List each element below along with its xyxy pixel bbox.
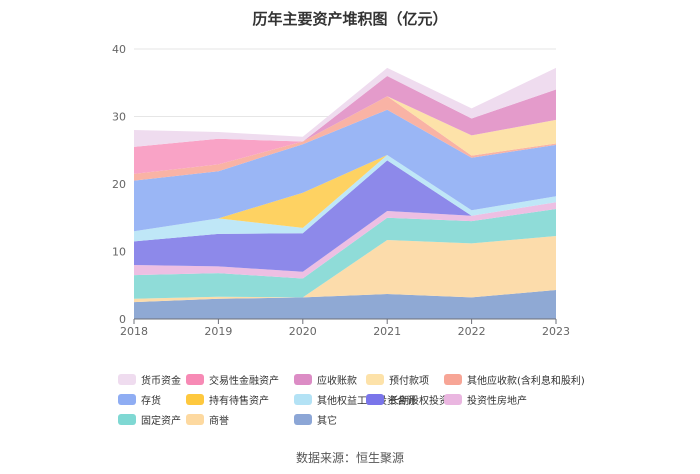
x-tick-label: 2021 xyxy=(373,325,401,338)
legend-label: 其他应收款(含利息和股利) xyxy=(467,375,585,387)
legend-swatch xyxy=(186,373,204,385)
legend-label: 长期股权投资 xyxy=(389,395,449,407)
legend-swatch xyxy=(294,413,312,425)
legend-item[interactable]: 固定资产 xyxy=(118,412,186,427)
y-tick-label: 0 xyxy=(119,313,126,326)
legend-item[interactable]: 其他应收款(含利息和股利) xyxy=(444,372,585,387)
area-series-12 xyxy=(134,76,556,174)
area-series-13 xyxy=(134,67,556,147)
area-series-layer xyxy=(134,67,556,319)
y-tick-label: 40 xyxy=(112,43,126,56)
area-series-5 xyxy=(134,160,556,272)
legend-label: 持有待售资产 xyxy=(209,395,269,407)
chart-title: 历年主要资产堆积图（亿元） xyxy=(252,10,448,28)
area-series-2 xyxy=(134,236,556,303)
y-tick-label: 30 xyxy=(112,111,126,124)
legend-label: 预付款项 xyxy=(389,375,429,387)
legend-label: 投资性房地产 xyxy=(467,395,527,407)
legend-swatch xyxy=(366,393,384,405)
legend-swatch xyxy=(118,373,136,385)
legend-swatch xyxy=(444,373,462,385)
legend-item[interactable]: 交易性金融资产 xyxy=(186,372,294,387)
legend-item[interactable]: 商誉 xyxy=(186,412,294,427)
legend-label: 应收账款 xyxy=(317,375,357,387)
legend-item[interactable]: 其他权益工具投资合计 xyxy=(294,392,417,407)
y-tick-label: 20 xyxy=(112,178,126,191)
x-tick-label: 2020 xyxy=(289,325,317,338)
legend-label: 存货 xyxy=(141,395,161,407)
legend-swatch xyxy=(186,393,204,405)
legend-item[interactable]: 其它 xyxy=(294,412,366,427)
legend-label: 其它 xyxy=(317,415,337,427)
area-series-6 xyxy=(134,155,556,242)
x-tick-label: 2022 xyxy=(458,325,486,338)
source-note: 数据来源：恒生聚源 xyxy=(295,451,404,465)
legend-swatch xyxy=(294,373,312,385)
legend-item[interactable]: 存货 xyxy=(118,392,186,407)
legend-row: 存货 持有待售资产 其他权益工具投资合计长期股权投资 投资性房地产 xyxy=(118,389,598,409)
x-tick-label: 2019 xyxy=(204,325,232,338)
area-series-7 xyxy=(134,155,556,232)
area-series-11 xyxy=(134,76,556,174)
legend-item[interactable]: 投资性房地产 xyxy=(444,392,584,407)
legend-label: 交易性金融资产 xyxy=(209,375,279,387)
y-tick-label: 10 xyxy=(112,246,126,259)
x-tick-label: 2018 xyxy=(120,325,148,338)
legend-item[interactable]: 长期股权投资 xyxy=(366,392,449,407)
legend-swatch xyxy=(444,393,462,405)
area-series-3 xyxy=(134,209,556,299)
legend-row: 固定资产 商誉 其它 xyxy=(118,409,598,429)
x-tick-label: 2023 xyxy=(542,325,570,338)
legend-item[interactable]: 应收账款 xyxy=(294,372,366,387)
legend-row: 货币资金 交易性金融资产 应收账款 预付款项 其他应收款(含利息和股利) xyxy=(118,369,598,389)
legend-swatch xyxy=(118,413,136,425)
legend-swatch xyxy=(294,393,312,405)
legend-label: 固定资产 xyxy=(141,415,181,427)
legend-label: 货币资金 xyxy=(141,375,181,387)
legend-label: 商誉 xyxy=(209,415,229,427)
legend-swatch xyxy=(366,373,384,385)
area-series-8 xyxy=(134,109,556,232)
legend-swatch xyxy=(186,413,204,425)
axes: 0 10 20 30 40 2018 2019 2020 2021 2022 2023 xyxy=(112,43,570,338)
area-series-4 xyxy=(134,202,556,279)
legend-item[interactable]: 预付款项 xyxy=(366,372,444,387)
legend-item[interactable]: 货币资金 xyxy=(118,372,186,387)
legend-item[interactable]: 持有待售资产 xyxy=(186,392,294,407)
legend-swatch xyxy=(118,393,136,405)
area-series-9 xyxy=(134,96,556,181)
area-series-1 xyxy=(134,290,556,319)
legend: 货币资金 交易性金融资产 应收账款 预付款项 其他应收款(含利息和股利) 存货 持有待售资产… xyxy=(118,369,598,429)
